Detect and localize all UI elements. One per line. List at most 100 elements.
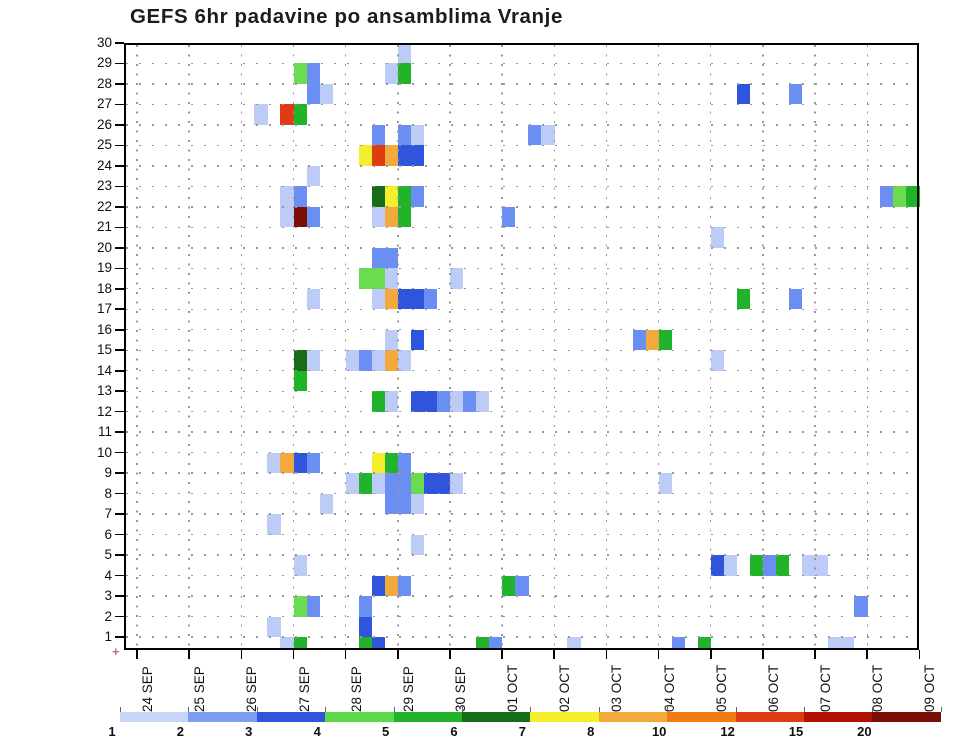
x-axis-label: 24 SEP <box>140 666 156 712</box>
data-cell <box>371 288 386 310</box>
grid-hline <box>126 62 918 65</box>
colorbar-segment <box>462 712 531 722</box>
data-cell <box>293 370 307 392</box>
y-axis-label: 8 <box>104 485 112 501</box>
y-axis-tick <box>115 410 124 413</box>
data-cell <box>306 83 320 105</box>
grid-vline <box>605 45 608 648</box>
data-cell <box>397 186 412 207</box>
data-cell <box>371 186 386 207</box>
data-cell <box>658 473 672 494</box>
data-cell <box>410 329 425 351</box>
grid-vline <box>710 45 712 648</box>
data-cell <box>293 637 307 650</box>
data-cell <box>371 473 386 494</box>
data-cell <box>397 473 412 494</box>
data-cell <box>293 596 307 617</box>
data-cell <box>789 83 803 105</box>
grid-hline <box>126 349 918 351</box>
x-axis-tick <box>866 650 869 659</box>
data-cell <box>397 206 412 228</box>
data-cell <box>267 616 281 637</box>
grid-hline <box>126 595 918 597</box>
data-cell <box>762 555 777 576</box>
grid-vline <box>866 45 868 648</box>
colorbar-segment <box>872 712 942 722</box>
data-cell <box>358 473 373 494</box>
colorbar-label: 6 <box>450 724 458 739</box>
y-axis-label: 12 <box>96 403 112 419</box>
x-axis-tick <box>657 650 660 659</box>
colorbar-label: 3 <box>245 724 253 739</box>
data-cell <box>410 124 425 146</box>
data-cell <box>397 145 412 166</box>
colorbar-label: 2 <box>176 724 184 739</box>
data-cell <box>384 329 399 351</box>
data-cell <box>306 63 320 84</box>
data-cell <box>775 555 790 576</box>
x-axis-tick <box>605 650 608 659</box>
y-axis-label: 11 <box>97 424 112 440</box>
x-axis-label: 29 SEP <box>400 666 416 712</box>
data-cell <box>306 596 320 617</box>
colorbar-label: 8 <box>587 724 595 739</box>
x-axis-label: 28 SEP <box>348 666 364 712</box>
data-cell <box>854 596 868 617</box>
grid-hline <box>126 308 918 310</box>
grid-hline <box>126 390 918 392</box>
x-axis-tick <box>344 650 347 659</box>
grid-hline <box>126 472 918 474</box>
y-axis-label: 1 <box>104 629 112 644</box>
grid-hline <box>126 83 918 85</box>
x-axis-label: 26 SEP <box>244 666 260 712</box>
data-cell <box>358 637 373 650</box>
data-cell <box>384 247 399 269</box>
data-cell <box>280 104 294 125</box>
data-cell <box>306 206 320 228</box>
data-cell <box>410 288 425 310</box>
data-cell <box>449 391 464 412</box>
data-cell <box>802 555 816 576</box>
data-cell <box>893 186 907 207</box>
data-cell <box>515 575 529 597</box>
plot-border <box>124 43 920 650</box>
y-axis-label: 17 <box>96 301 112 317</box>
data-cell <box>371 247 386 269</box>
y-axis-tick <box>115 165 124 167</box>
data-cell <box>710 350 725 371</box>
y-axis-label: 25 <box>96 137 112 153</box>
colorbar-tick <box>872 707 874 712</box>
grid-hline <box>126 267 918 269</box>
data-cell <box>371 145 386 166</box>
colorbar-tick <box>667 707 669 712</box>
colorbar-tick <box>325 707 327 712</box>
x-axis-label: 01 OCT <box>505 664 521 712</box>
grid-hline <box>126 574 918 577</box>
y-axis-label: 24 <box>96 157 112 173</box>
colorbar-segment <box>325 712 395 722</box>
x-axis-label: 03 OCT <box>609 664 625 712</box>
y-axis-tick <box>115 533 124 536</box>
data-cell <box>423 288 438 310</box>
data-cell <box>658 329 672 351</box>
data-cell <box>293 555 307 576</box>
grid-hline <box>126 410 918 413</box>
x-axis-tick <box>709 650 712 659</box>
data-cell <box>293 350 307 371</box>
y-axis-label: 22 <box>96 198 112 214</box>
data-cell <box>384 268 399 289</box>
data-cell <box>384 350 399 371</box>
data-cell <box>528 124 542 146</box>
colorbar-label: 7 <box>518 724 526 739</box>
x-axis-label: 07 OCT <box>818 664 834 712</box>
x-axis-label: 30 SEP <box>452 666 468 712</box>
data-cell <box>345 350 359 371</box>
grid-vline <box>136 45 138 648</box>
colorbar-tick <box>940 707 942 712</box>
data-cell <box>749 555 764 576</box>
data-cell <box>371 575 386 597</box>
y-axis-tick <box>115 615 124 618</box>
y-axis-label: 15 <box>96 342 112 358</box>
